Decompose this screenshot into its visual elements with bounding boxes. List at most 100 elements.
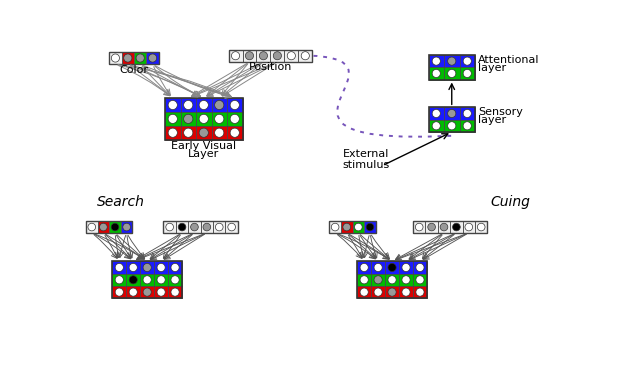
Bar [329, 221, 376, 233]
Bar [429, 55, 475, 80]
Text: Sensory: Sensory [478, 107, 523, 117]
Bar [154, 274, 168, 286]
Bar [121, 221, 133, 233]
Circle shape [191, 223, 198, 231]
Circle shape [178, 223, 186, 231]
Circle shape [360, 263, 368, 272]
Circle shape [388, 263, 396, 272]
Circle shape [374, 276, 382, 284]
Bar [163, 221, 176, 233]
Bar [163, 221, 238, 233]
Circle shape [259, 52, 267, 60]
Bar [165, 126, 181, 140]
Bar [140, 274, 154, 286]
Circle shape [432, 57, 440, 65]
Circle shape [171, 276, 179, 284]
Circle shape [129, 276, 137, 284]
Circle shape [171, 288, 179, 296]
Circle shape [199, 114, 209, 123]
Bar [285, 50, 299, 62]
Bar [444, 107, 459, 120]
Circle shape [230, 101, 239, 110]
Bar [196, 112, 212, 126]
Bar [122, 52, 134, 64]
Circle shape [360, 276, 368, 284]
Bar [168, 286, 182, 298]
Circle shape [416, 263, 424, 272]
Circle shape [143, 263, 151, 272]
Bar [429, 120, 444, 132]
Bar [413, 274, 427, 286]
Circle shape [199, 101, 209, 110]
Circle shape [432, 109, 440, 118]
Bar [444, 55, 459, 67]
Bar [329, 221, 341, 233]
Circle shape [184, 101, 193, 110]
Bar [86, 221, 133, 233]
Circle shape [427, 223, 436, 231]
Circle shape [301, 52, 309, 60]
Circle shape [402, 276, 410, 284]
Circle shape [149, 54, 157, 62]
Circle shape [402, 288, 410, 296]
Circle shape [124, 54, 132, 62]
Circle shape [448, 122, 456, 130]
Bar [357, 261, 371, 274]
Text: Color: Color [119, 65, 149, 75]
Circle shape [143, 276, 151, 284]
Bar [426, 221, 438, 233]
Circle shape [216, 223, 223, 231]
Bar [168, 274, 182, 286]
Bar [399, 286, 413, 298]
Bar [165, 112, 181, 126]
Bar [126, 274, 140, 286]
Bar [444, 67, 459, 80]
Bar [413, 261, 427, 274]
Circle shape [465, 223, 473, 231]
Bar [146, 52, 159, 64]
Circle shape [111, 54, 119, 62]
Circle shape [115, 276, 123, 284]
Bar [385, 261, 399, 274]
Bar [364, 221, 376, 233]
Circle shape [157, 263, 165, 272]
Bar [112, 261, 126, 274]
Circle shape [136, 54, 144, 62]
Text: Attentional: Attentional [478, 55, 540, 65]
Text: External
stimulus: External stimulus [343, 149, 390, 170]
Circle shape [129, 263, 137, 272]
Bar [225, 221, 238, 233]
Text: Layer: Layer [188, 149, 219, 158]
Bar [112, 286, 126, 298]
Circle shape [331, 223, 339, 231]
Circle shape [168, 114, 177, 123]
Circle shape [168, 101, 177, 110]
Bar [399, 261, 413, 274]
Circle shape [360, 288, 368, 296]
Bar [140, 286, 154, 298]
Circle shape [448, 69, 456, 77]
Circle shape [168, 128, 177, 137]
Circle shape [273, 52, 281, 60]
Bar [429, 67, 444, 80]
Bar [371, 261, 385, 274]
Circle shape [374, 288, 382, 296]
Bar [371, 286, 385, 298]
Bar [181, 126, 196, 140]
Circle shape [463, 57, 471, 65]
Circle shape [388, 288, 396, 296]
Bar [353, 221, 364, 233]
Text: Cuing: Cuing [491, 195, 530, 209]
Bar [429, 55, 444, 67]
Circle shape [184, 114, 193, 123]
Text: Position: Position [249, 62, 292, 72]
Circle shape [214, 114, 224, 123]
Circle shape [355, 223, 362, 231]
Bar [140, 261, 154, 274]
Bar [299, 50, 312, 62]
Bar [112, 261, 182, 298]
Bar [212, 112, 227, 126]
Circle shape [111, 223, 119, 231]
Circle shape [171, 263, 179, 272]
Circle shape [214, 101, 224, 110]
